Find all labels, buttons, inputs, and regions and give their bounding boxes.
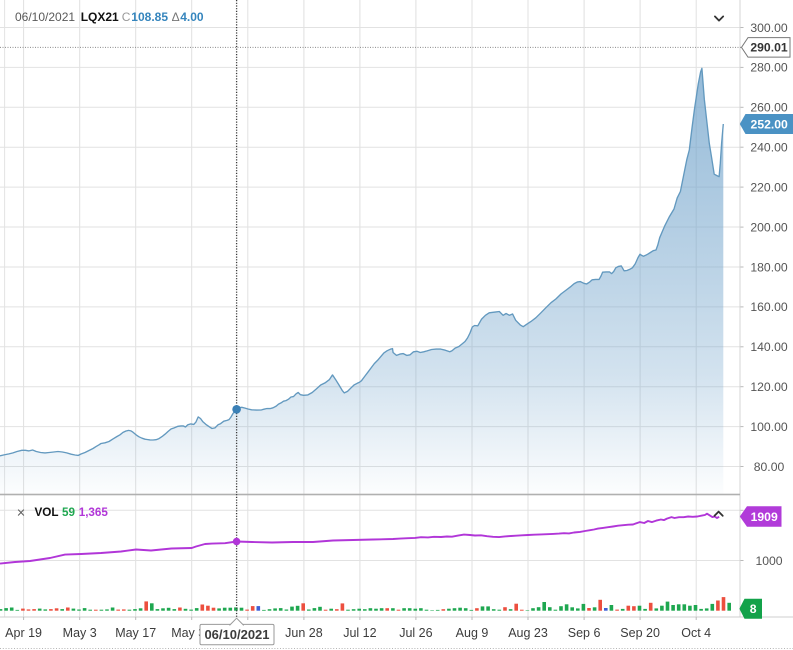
svg-text:Jul 12: Jul 12 bbox=[343, 626, 376, 640]
svg-text:1909: 1909 bbox=[751, 510, 778, 524]
svg-text:06/10/2021: 06/10/2021 bbox=[15, 10, 75, 24]
svg-text:May 17: May 17 bbox=[115, 626, 156, 640]
svg-text:290.01: 290.01 bbox=[750, 41, 787, 55]
svg-text:160.00: 160.00 bbox=[750, 300, 787, 314]
svg-text:×: × bbox=[17, 505, 25, 521]
svg-text:108.85: 108.85 bbox=[131, 10, 168, 24]
svg-text:240.00: 240.00 bbox=[750, 141, 787, 155]
svg-text:1,365: 1,365 bbox=[79, 506, 109, 519]
svg-text:Oct 4: Oct 4 bbox=[681, 626, 711, 640]
svg-text:Δ: Δ bbox=[172, 10, 180, 24]
svg-text:LQX21: LQX21 bbox=[81, 10, 119, 24]
svg-text:VOL: VOL bbox=[35, 506, 59, 519]
svg-text:120.00: 120.00 bbox=[750, 380, 787, 394]
svg-text:Sep 20: Sep 20 bbox=[620, 626, 660, 640]
svg-text:C: C bbox=[122, 10, 131, 24]
svg-text:180.00: 180.00 bbox=[750, 260, 787, 274]
svg-text:8: 8 bbox=[750, 602, 757, 616]
svg-text:140.00: 140.00 bbox=[750, 340, 787, 354]
svg-text:280.00: 280.00 bbox=[750, 61, 787, 75]
svg-text:300.00: 300.00 bbox=[750, 21, 787, 35]
svg-text:100.00: 100.00 bbox=[750, 420, 787, 434]
svg-text:1000: 1000 bbox=[755, 554, 782, 568]
svg-text:Sep 6: Sep 6 bbox=[568, 626, 601, 640]
svg-text:200.00: 200.00 bbox=[750, 220, 787, 234]
svg-text:4.00: 4.00 bbox=[180, 10, 204, 24]
svg-text:Jul 26: Jul 26 bbox=[399, 626, 432, 640]
svg-text:Apr 19: Apr 19 bbox=[5, 626, 42, 640]
svg-text:59: 59 bbox=[62, 506, 76, 519]
svg-text:Jun 28: Jun 28 bbox=[285, 626, 323, 640]
svg-text:May 3: May 3 bbox=[63, 626, 97, 640]
svg-text:06/10/2021: 06/10/2021 bbox=[204, 627, 269, 642]
svg-text:252.00: 252.00 bbox=[751, 117, 788, 131]
svg-text:Aug 23: Aug 23 bbox=[508, 626, 548, 640]
svg-text:Aug 9: Aug 9 bbox=[456, 626, 489, 640]
svg-text:260.00: 260.00 bbox=[750, 101, 787, 115]
svg-text:220.00: 220.00 bbox=[750, 180, 787, 194]
svg-text:80.00: 80.00 bbox=[754, 460, 785, 474]
